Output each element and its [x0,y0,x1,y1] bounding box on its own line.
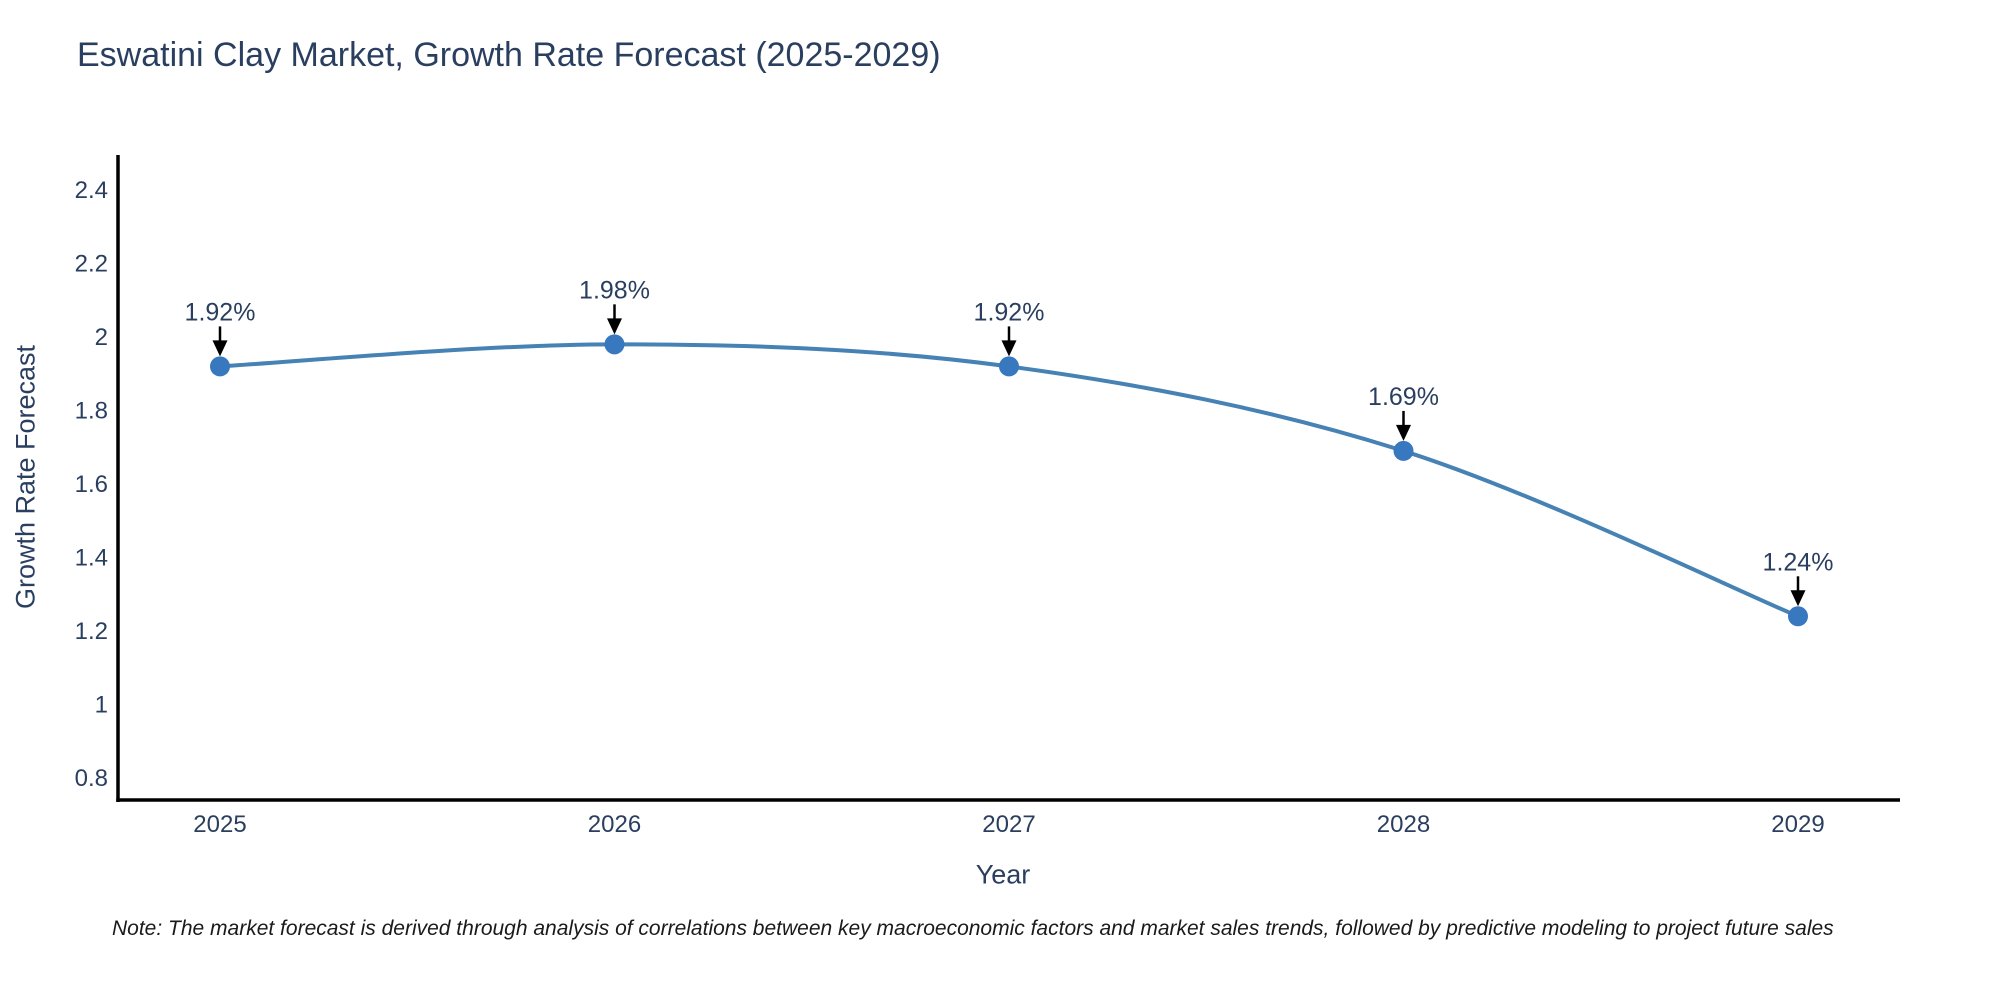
data-point-marker [210,356,230,377]
x-axis-title: Year [975,859,1031,890]
point-annotation-label: 1.92% [974,298,1045,326]
point-annotation-label: 1.92% [185,298,256,326]
point-annotation-label: 1.98% [579,276,650,304]
y-tick-label: 1.4 [75,545,108,572]
x-tick-label: 2026 [588,811,641,838]
y-tick-label: 1 [95,692,108,719]
data-point-marker [604,334,625,355]
annotation-arrowhead [1396,424,1411,441]
x-tick-label: 2029 [1771,811,1824,838]
annotation-arrowhead [1790,590,1806,607]
y-tick-label: 2.4 [75,177,108,204]
data-point-marker [1393,440,1414,461]
chart-title: Eswatini Clay Market, Growth Rate Foreca… [77,36,941,74]
x-tick-label: 2025 [193,811,246,838]
annotation-arrowhead [607,318,622,335]
series-line [219,342,1799,619]
y-tick-label: 0.8 [75,765,108,792]
y-tick-label: 2 [95,324,108,351]
y-tick-label: 2.2 [75,251,108,278]
data-point-marker [1788,606,1808,627]
y-tick-label: 1.6 [75,471,108,498]
annotation-arrowhead [1001,340,1017,357]
data-point-marker [999,356,1019,377]
y-tick-label: 1.8 [75,398,108,425]
annotation-arrowhead [212,340,228,357]
x-tick-label: 2028 [1377,811,1430,838]
point-annotation-label: 1.24% [1763,548,1834,576]
footnote: Note: The market forecast is derived thr… [112,917,1834,940]
point-annotation-label: 1.69% [1368,383,1439,411]
x-tick-label: 2027 [982,811,1035,838]
y-tick-label: 1.2 [75,618,108,645]
